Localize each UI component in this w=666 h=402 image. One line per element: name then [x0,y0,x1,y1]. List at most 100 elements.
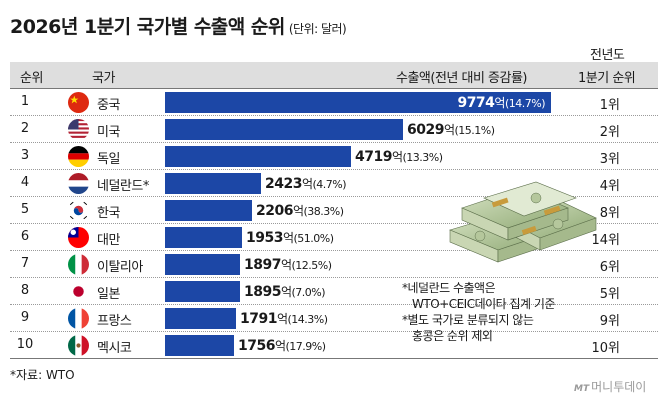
usa-flag-icon [68,119,89,140]
footnote-line: 홍콩은 순위 제외 [412,329,493,343]
change-rate: (51.0%) [293,232,335,245]
money-stacks-icon [449,181,597,263]
header-prev-rank-top: 전년도 [590,48,625,63]
value-number: 1895 [244,284,281,300]
change-rate: (17.9%) [285,340,327,353]
country-label: 중국 [97,98,120,113]
prev-rank: 4위 [599,179,620,194]
value-number: 2206 [256,203,293,219]
value-number: 1953 [246,230,283,246]
data-label: 1953억(51.0%) [246,229,334,246]
table-row: 8 일본 1895억(7.0%) 5위 [10,278,658,305]
chart-title: 2026년 1분기 국가별 수출액 순위 [10,16,285,38]
bar [165,308,236,329]
taiwan-flag-icon [68,227,89,248]
value-unit: 억 [280,285,292,299]
change-rate: (7.0%) [291,286,326,299]
rank-label: 10 [16,337,34,352]
value-number: 4719 [355,149,392,165]
brand-mark: MT [574,384,590,394]
data-label: 6029억(15.1%) [407,121,495,138]
value-unit: 억 [282,231,294,245]
value-number: 1791 [240,311,277,327]
rank-label: 9 [20,310,30,325]
prev-rank: 1위 [599,98,620,113]
value-unit: 억 [391,150,403,164]
table-row: 7 이탈리아 1897억(12.5%) 6위 [10,251,658,278]
footnote-line: WTO+CEIC데이타 집계 기준 [412,297,555,311]
prev-rank: 3위 [599,152,620,167]
value-number: 2423 [265,176,302,192]
unit-note: (단위: 달러) [288,22,347,36]
source-note: *자료: WTO [10,368,75,382]
bar [165,254,240,275]
table-row: 1 중국 9774억(14.7%) 1위 [10,89,658,116]
bar [165,335,234,356]
data-label: 2423억(4.7%) [265,175,347,192]
table-row: 3 독일 4719억(13.3%) 3위 [10,143,658,170]
value-unit: 억 [280,258,292,272]
country-label: 네덜란드* [97,179,149,194]
country-label: 한국 [97,206,120,221]
rank-label: 7 [20,256,30,271]
chart-title-block: 2026년 1분기 국가별 수출액 순위 (단위: 달러) [10,12,347,39]
prev-rank: 9위 [599,314,620,329]
prev-rank: 10위 [591,341,620,356]
rank-label: 4 [20,175,30,190]
chart-rows: 1 중국 9774억(14.7%) 1위 2 미국 6029억(15.1%) 2위 3 독일 471… [10,89,658,359]
header-export-value: 수출액(전년 대비 증감률) [396,71,528,86]
bar [165,119,403,140]
value-unit: 억 [274,339,286,353]
country-label: 프랑스 [97,314,132,329]
bar [165,146,351,167]
country-label: 독일 [97,152,120,167]
prev-rank: 8위 [599,206,620,221]
prev-rank: 14위 [591,233,620,248]
country-label: 일본 [97,287,120,302]
value-number: 6029 [407,122,444,138]
data-label: 9774억(14.7%) [421,94,545,111]
table-row: 2 미국 6029억(15.1%) 2위 [10,116,658,143]
rank-label: 5 [20,202,30,217]
country-label: 멕시코 [97,341,132,356]
rank-label: 3 [20,148,30,163]
change-rate: (38.3%) [303,205,345,218]
table-header-bar [10,62,658,88]
data-label: 2206억(38.3%) [256,202,344,219]
change-rate: (12.5%) [291,259,333,272]
value-unit: 억 [276,312,288,326]
change-rate: (15.1%) [454,124,496,137]
prev-rank: 5위 [599,287,620,302]
change-rate: (14.7%) [504,97,546,110]
value-unit: 억 [443,123,455,137]
data-label: 1895억(7.0%) [244,283,326,300]
japan-flag-icon [68,281,89,302]
data-label: 1791억(14.3%) [240,310,328,327]
brand-name: 머니투데이 [591,380,647,394]
data-label: 1897억(12.5%) [244,256,332,273]
header-rank: 순위 [20,71,43,86]
change-rate: (14.3%) [287,313,329,326]
header-country: 국가 [92,71,115,86]
footnotes: *네덜란드 수출액은 WTO+CEIC데이타 집계 기준 *별도 국가로 분류되… [402,280,555,344]
footnote-line: *네덜란드 수출액은 [402,281,496,295]
china-flag-icon [68,92,89,113]
header-prev-rank-bottom: 1분기 순위 [578,71,636,86]
table-row: 6 대만 1953억(51.0%) 14위 [10,224,658,251]
brand-logo: MT 머니투데이 [574,378,646,395]
france-flag-icon [68,308,89,329]
table-row: 5 한국 2206억(38.3%) 8위 [10,197,658,224]
germany-flag-icon [68,146,89,167]
rank-label: 2 [20,121,30,136]
bar [165,200,252,221]
bar [165,227,242,248]
header-divider [10,88,658,89]
netherlands-flag-icon [68,173,89,194]
rank-label: 6 [20,229,30,244]
data-label: 4719억(13.3%) [355,148,443,165]
bar [165,92,551,113]
table-row: 10 멕시코 1756억(17.9%) 10위 [10,332,658,359]
value-number: 1756 [238,338,275,354]
prev-rank: 6위 [599,260,620,275]
rank-label: 8 [20,283,30,298]
